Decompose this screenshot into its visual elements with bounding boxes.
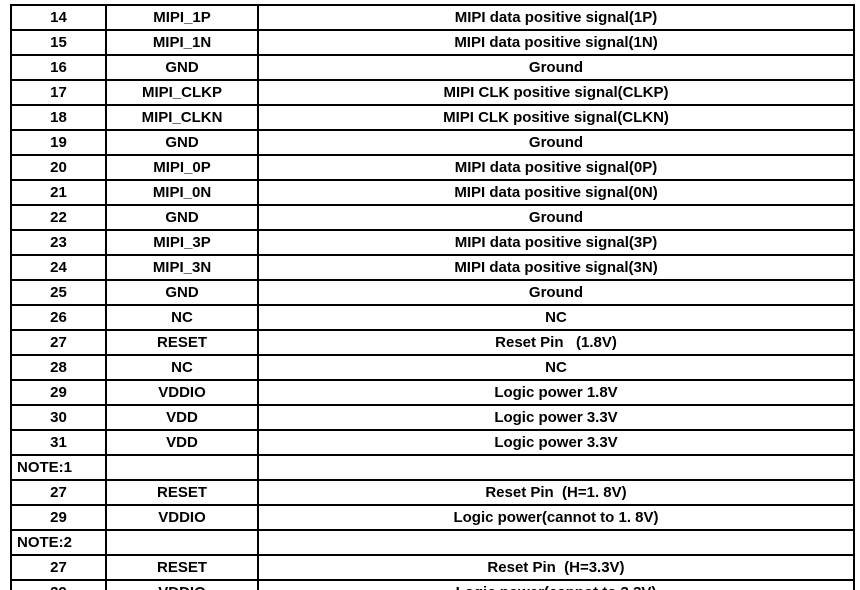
note-label-cell: NOTE:2 bbox=[10, 529, 107, 556]
signal-cell: MIPI_3P bbox=[105, 229, 259, 256]
table-row-note-2: NOTE:2 bbox=[10, 529, 855, 556]
signal-cell: RESET bbox=[105, 329, 259, 356]
table-row: 17 MIPI_CLKP MIPI CLK positive signal(CL… bbox=[10, 79, 855, 106]
pin-cell: 25 bbox=[10, 279, 107, 306]
pin-cell: 18 bbox=[10, 104, 107, 131]
table-row: 26 NC NC bbox=[10, 304, 855, 331]
pin-cell: 30 bbox=[10, 404, 107, 431]
description-cell: Logic power(cannot to 1. 8V) bbox=[257, 504, 855, 531]
pin-cell: 22 bbox=[10, 204, 107, 231]
description-cell bbox=[257, 529, 855, 556]
pin-table-body: 14 MIPI_1P MIPI data positive signal(1P)… bbox=[10, 4, 855, 590]
description-cell: NC bbox=[257, 354, 855, 381]
table-row: 27 RESET Reset Pin (1.8V) bbox=[10, 329, 855, 356]
table-row: 24 MIPI_3N MIPI data positive signal(3N) bbox=[10, 254, 855, 281]
table-row: 29 VDDIO Logic power 1.8V bbox=[10, 379, 855, 406]
description-cell: Ground bbox=[257, 279, 855, 306]
table-row: 15 MIPI_1N MIPI data positive signal(1N) bbox=[10, 29, 855, 56]
signal-cell: GND bbox=[105, 204, 259, 231]
description-cell: Reset Pin (H=3.3V) bbox=[257, 554, 855, 581]
signal-cell bbox=[105, 454, 259, 481]
table-row: 19 GND Ground bbox=[10, 129, 855, 156]
signal-cell: MIPI_1P bbox=[105, 4, 259, 31]
description-cell: Reset Pin (H=1. 8V) bbox=[257, 479, 855, 506]
description-cell: MIPI data positive signal(3P) bbox=[257, 229, 855, 256]
table-row: 27 RESET Reset Pin (H=1. 8V) bbox=[10, 479, 855, 506]
description-cell: MIPI data positive signal(1P) bbox=[257, 4, 855, 31]
description-cell: NC bbox=[257, 304, 855, 331]
signal-cell: VDD bbox=[105, 429, 259, 456]
signal-cell: MIPI_CLKN bbox=[105, 104, 259, 131]
description-cell: MIPI data positive signal(3N) bbox=[257, 254, 855, 281]
table-row: 22 GND Ground bbox=[10, 204, 855, 231]
pin-cell: 14 bbox=[10, 4, 107, 31]
signal-cell: GND bbox=[105, 279, 259, 306]
description-cell: Logic power 3.3V bbox=[257, 429, 855, 456]
signal-cell: NC bbox=[105, 354, 259, 381]
table-row: 21 MIPI_0N MIPI data positive signal(0N) bbox=[10, 179, 855, 206]
pin-cell: 16 bbox=[10, 54, 107, 81]
pin-cell: 26 bbox=[10, 304, 107, 331]
signal-cell: MIPI_0P bbox=[105, 154, 259, 181]
pin-cell: 28 bbox=[10, 354, 107, 381]
description-cell: MIPI data positive signal(0N) bbox=[257, 179, 855, 206]
signal-cell: MIPI_3N bbox=[105, 254, 259, 281]
signal-cell: NC bbox=[105, 304, 259, 331]
description-cell: Reset Pin (1.8V) bbox=[257, 329, 855, 356]
description-cell: MIPI CLK positive signal(CLKN) bbox=[257, 104, 855, 131]
description-cell: MIPI data positive signal(0P) bbox=[257, 154, 855, 181]
table-row: 23 MIPI_3P MIPI data positive signal(3P) bbox=[10, 229, 855, 256]
signal-cell: RESET bbox=[105, 554, 259, 581]
table-row-note-1: NOTE:1 bbox=[10, 454, 855, 481]
pin-cell: 27 bbox=[10, 554, 107, 581]
signal-cell: MIPI_1N bbox=[105, 29, 259, 56]
table-row: 31 VDD Logic power 3.3V bbox=[10, 429, 855, 456]
pin-cell: 29 bbox=[10, 379, 107, 406]
table-row: 29 VDDIO Logic power(cannot to 1. 8V) bbox=[10, 504, 855, 531]
signal-cell: VDD bbox=[105, 404, 259, 431]
signal-cell: MIPI_0N bbox=[105, 179, 259, 206]
table-row: 25 GND Ground bbox=[10, 279, 855, 306]
description-cell: Logic power 1.8V bbox=[257, 379, 855, 406]
pin-cell: 31 bbox=[10, 429, 107, 456]
signal-cell bbox=[105, 529, 259, 556]
signal-cell: VDDIO bbox=[105, 504, 259, 531]
signal-cell: VDDIO bbox=[105, 579, 259, 590]
signal-cell: RESET bbox=[105, 479, 259, 506]
signal-cell: GND bbox=[105, 54, 259, 81]
description-cell: Ground bbox=[257, 54, 855, 81]
description-cell: MIPI data positive signal(1N) bbox=[257, 29, 855, 56]
pin-description-table: 14 MIPI_1P MIPI data positive signal(1P)… bbox=[10, 4, 855, 590]
pin-cell: 23 bbox=[10, 229, 107, 256]
table-row: 20 MIPI_0P MIPI data positive signal(0P) bbox=[10, 154, 855, 181]
pin-cell: 29 bbox=[10, 579, 107, 590]
description-cell: Ground bbox=[257, 129, 855, 156]
description-cell: MIPI CLK positive signal(CLKP) bbox=[257, 79, 855, 106]
pin-cell: 29 bbox=[10, 504, 107, 531]
table-row: 27 RESET Reset Pin (H=3.3V) bbox=[10, 554, 855, 581]
description-cell: Ground bbox=[257, 204, 855, 231]
pin-cell: 24 bbox=[10, 254, 107, 281]
note-label-cell: NOTE:1 bbox=[10, 454, 107, 481]
pin-cell: 27 bbox=[10, 479, 107, 506]
table-row: 28 NC NC bbox=[10, 354, 855, 381]
pin-cell: 21 bbox=[10, 179, 107, 206]
table-row: 18 MIPI_CLKN MIPI CLK positive signal(CL… bbox=[10, 104, 855, 131]
description-cell bbox=[257, 454, 855, 481]
description-cell: Logic power 3.3V bbox=[257, 404, 855, 431]
signal-cell: MIPI_CLKP bbox=[105, 79, 259, 106]
pin-cell: 17 bbox=[10, 79, 107, 106]
description-cell: Logic power(cannot to 3.3V) bbox=[257, 579, 855, 590]
pin-cell: 15 bbox=[10, 29, 107, 56]
signal-cell: VDDIO bbox=[105, 379, 259, 406]
pin-cell: 19 bbox=[10, 129, 107, 156]
table-row: 14 MIPI_1P MIPI data positive signal(1P) bbox=[10, 4, 855, 31]
table-row: 29 VDDIO Logic power(cannot to 3.3V) bbox=[10, 579, 855, 590]
signal-cell: GND bbox=[105, 129, 259, 156]
table-row: 30 VDD Logic power 3.3V bbox=[10, 404, 855, 431]
table-row: 16 GND Ground bbox=[10, 54, 855, 81]
pin-cell: 27 bbox=[10, 329, 107, 356]
pin-cell: 20 bbox=[10, 154, 107, 181]
